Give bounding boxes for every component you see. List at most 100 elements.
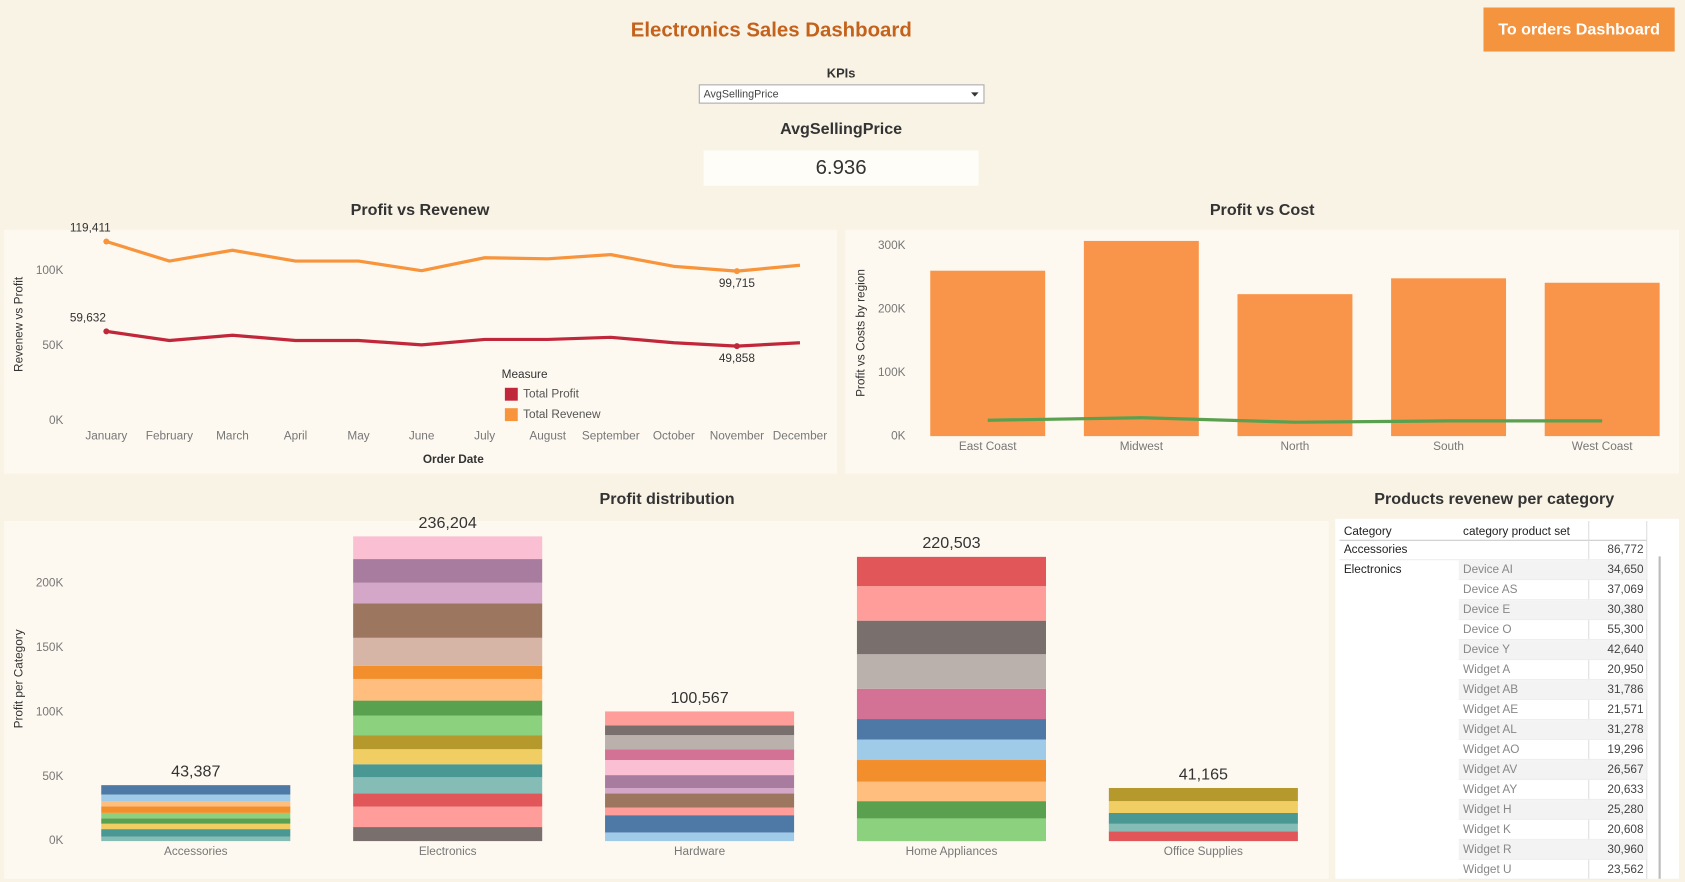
x-axis-title: Order Date — [423, 452, 484, 466]
y-axis-title: Revenew vs Profit — [11, 276, 25, 372]
bar-segment — [1108, 801, 1298, 813]
x-tick-label: February — [146, 428, 193, 442]
kpi-name: AvgSellingPrice — [780, 120, 902, 138]
data-label: 49,858 — [719, 351, 756, 365]
y-tick-label: 100K — [36, 704, 64, 718]
bar-segment — [101, 836, 291, 842]
nav-button[interactable]: To orders Dashboard — [1483, 7, 1675, 52]
product-cell: Widget AY — [1463, 782, 1517, 796]
category-cell: Accessories — [1344, 542, 1408, 556]
x-tick-label: South — [1433, 439, 1464, 453]
chart-title: Profit vs Cost — [1210, 201, 1315, 219]
x-tick-label: October — [653, 428, 695, 442]
bar-segment — [101, 785, 291, 795]
dropdown-box[interactable] — [698, 84, 985, 104]
y-tick-label: 50K — [42, 769, 63, 783]
data-label: 99,715 — [719, 276, 756, 290]
bar-segment — [353, 582, 543, 604]
total-label: 236,204 — [419, 514, 477, 532]
product-cell: Widget A — [1463, 662, 1510, 676]
bar-segment — [1108, 823, 1298, 832]
value-cell: 20,633 — [1607, 782, 1644, 796]
product-cell: Widget AL — [1463, 722, 1517, 736]
bar-segment — [101, 818, 291, 824]
row-shade — [1458, 760, 1647, 780]
category-cell: Electronics — [1344, 562, 1402, 576]
bar-segment — [101, 812, 291, 819]
bar-segment — [353, 777, 543, 794]
value-cell: 30,380 — [1607, 602, 1644, 616]
total-label: 100,567 — [670, 689, 728, 707]
value-cell: 25,280 — [1607, 802, 1644, 816]
data-label: 119,411 — [70, 221, 111, 235]
x-tick-label: Electronics — [419, 844, 477, 858]
bar-segment — [353, 678, 543, 701]
total-label: 43,387 — [171, 763, 220, 781]
row-shade — [1458, 720, 1647, 740]
bar-segment — [353, 637, 543, 666]
x-tick-label: August — [529, 428, 566, 442]
bar-segment — [856, 781, 1047, 802]
bar-segment — [605, 775, 795, 789]
value-cell: 31,786 — [1607, 682, 1644, 696]
legend-swatch — [504, 387, 518, 401]
button-bg[interactable] — [1483, 7, 1675, 52]
bar-segment — [856, 801, 1047, 819]
product-cell: Device E — [1463, 602, 1510, 616]
value-cell: 34,650 — [1607, 562, 1644, 576]
product-cell: Device Y — [1463, 642, 1510, 656]
x-tick-label: Accessories — [164, 844, 228, 858]
bar-segment — [605, 807, 795, 816]
product-cell: Device O — [1463, 622, 1512, 636]
bar — [1544, 282, 1660, 437]
x-tick-label: North — [1281, 439, 1310, 453]
y-axis-title: Profit per Category — [11, 629, 25, 728]
bar-segment — [1108, 812, 1298, 824]
value-cell: 31,278 — [1607, 722, 1644, 736]
row-shade — [1458, 640, 1647, 660]
product-cell: Widget AB — [1463, 682, 1518, 696]
bar-segment — [101, 794, 291, 802]
dashboard-title: Electronics Sales Dashboard — [631, 20, 912, 42]
row-shade — [1458, 560, 1647, 580]
bar-segment — [353, 536, 543, 560]
kpi-selector-label: KPIs — [827, 66, 856, 81]
bar-segment — [856, 556, 1047, 587]
x-tick-label: March — [216, 428, 249, 442]
bar-segment — [605, 711, 795, 726]
product-cell: Widget AO — [1463, 742, 1519, 756]
y-tick-label: 50K — [42, 338, 63, 352]
bar-segment — [605, 725, 795, 736]
chart-title: Profit vs Revenew — [351, 201, 490, 219]
bar-segment — [353, 715, 543, 736]
bar-segment — [605, 832, 795, 842]
product-cell: Device AI — [1463, 562, 1513, 576]
kpi-value: 6.936 — [816, 157, 867, 179]
x-tick-label: May — [347, 428, 369, 442]
bar-segment — [1108, 831, 1298, 842]
value-cell: 55,300 — [1607, 622, 1644, 636]
y-tick-label: 200K — [878, 301, 906, 315]
bar-segment — [353, 603, 543, 638]
kpi-dropdown[interactable]: AvgSellingPrice — [698, 84, 985, 104]
bar-segment — [353, 764, 543, 778]
product-cell: Widget AV — [1463, 762, 1517, 776]
bar-segment — [353, 749, 543, 765]
dropdown-value[interactable]: AvgSellingPrice — [704, 88, 779, 100]
bar-segment — [353, 559, 543, 583]
series-line — [987, 416, 1603, 424]
x-tick-label: Home Appliances — [906, 844, 998, 858]
bar-segment — [856, 688, 1047, 720]
bar-segment — [856, 818, 1047, 842]
button-label[interactable]: To orders Dashboard — [1498, 20, 1660, 38]
bar — [1237, 294, 1353, 437]
product-cell: Device AS — [1463, 582, 1518, 596]
bar-segment — [353, 735, 543, 750]
table-header: category product set — [1463, 524, 1571, 538]
x-tick-label: July — [474, 428, 495, 442]
value-cell: 26,567 — [1607, 762, 1643, 776]
dropdown-arrow[interactable] — [971, 92, 979, 97]
data-label: 59,632 — [70, 311, 106, 325]
